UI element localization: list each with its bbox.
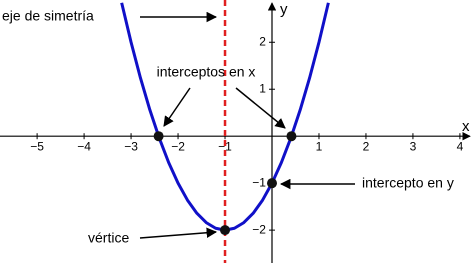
annotations: eje de simetría interceptos en x interce… [2, 8, 454, 246]
y-tick-label: −1 [252, 175, 266, 189]
x-tick-label: −2 [171, 139, 185, 153]
annotation: interceptos en x [157, 64, 256, 80]
annotation: intercepto en y [362, 175, 454, 191]
x-tick-label: 2 [363, 139, 370, 153]
x-tick-label: 4 [457, 139, 464, 153]
x-axis-label: x [462, 118, 470, 135]
x-tick-label: −1 [218, 139, 232, 153]
x-tick-label: −3 [124, 139, 138, 153]
y-axis-label: y [280, 1, 288, 18]
y-tick-label: 2 [259, 34, 266, 48]
key-point [286, 131, 297, 142]
annotation: vértice [88, 230, 129, 246]
annotation: eje de simetría [2, 8, 94, 24]
y-tick-label: −2 [252, 222, 266, 236]
x-tick-label: −5 [30, 139, 44, 153]
x-tick-label: 1 [316, 139, 323, 153]
key-point [266, 178, 277, 189]
arrow [163, 87, 191, 127]
key-point [153, 131, 164, 142]
curve [120, 2, 330, 232]
x-tick-label: 3 [410, 139, 417, 153]
key-point [220, 225, 231, 236]
arrow [139, 227, 218, 239]
y-tick-label: 1 [259, 81, 266, 95]
x-tick-label: −4 [77, 139, 91, 153]
arrow [235, 87, 286, 129]
